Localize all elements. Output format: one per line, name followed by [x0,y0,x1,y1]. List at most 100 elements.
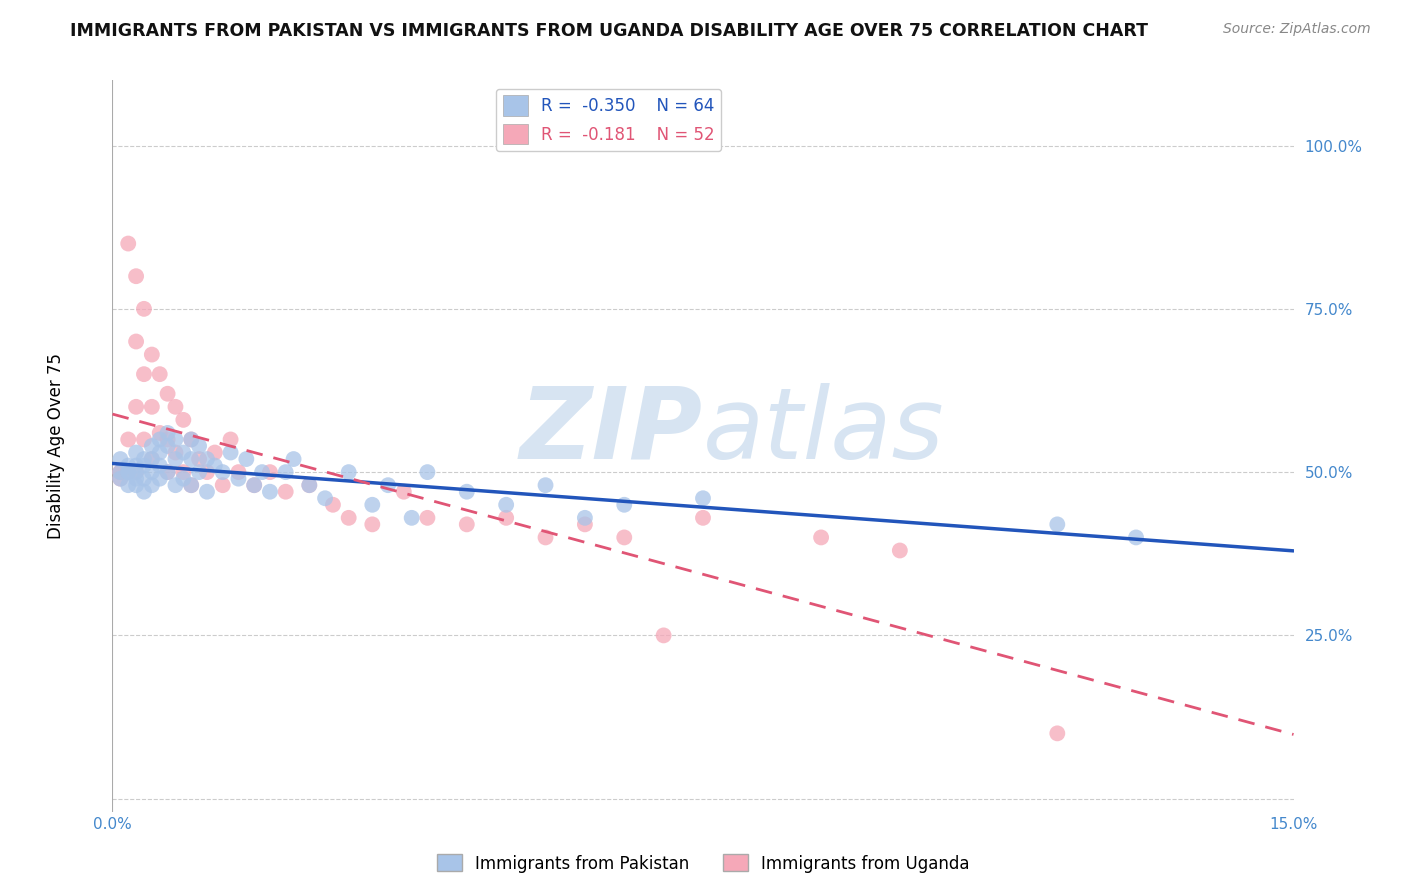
Point [125,458,148,473]
Point [165,400,187,414]
Point [204,458,226,473]
Point [456,484,478,499]
Point [110,465,132,479]
Point [613,498,636,512]
Point [172,445,194,459]
Point [132,367,155,381]
Point [228,465,250,479]
Point [219,445,242,459]
Point [889,543,911,558]
Point [180,478,202,492]
Point [132,452,155,467]
Point [211,465,233,479]
Point [1046,726,1069,740]
Point [259,465,281,479]
Point [110,472,132,486]
Point [156,465,179,479]
Point [188,439,211,453]
Point [132,301,155,316]
Point [613,530,636,544]
Point [141,347,163,362]
Point [156,465,179,479]
Point [117,433,139,447]
Point [259,484,281,499]
Point [110,452,132,467]
Point [652,628,675,642]
Point [117,465,139,479]
Point [250,465,273,479]
Point [141,478,163,492]
Point [117,458,139,473]
Point [165,452,187,467]
Point [141,452,163,467]
Text: Source: ZipAtlas.com: Source: ZipAtlas.com [1223,22,1371,37]
Point [401,511,423,525]
Point [149,472,172,486]
Point [141,465,163,479]
Point [180,452,202,467]
Point [392,484,415,499]
Point [195,484,218,499]
Point [283,452,305,467]
Point [574,511,596,525]
Point [132,433,155,447]
Point [228,472,250,486]
Point [810,530,832,544]
Point [337,465,360,479]
Point [156,386,179,401]
Point [211,478,233,492]
Legend: R =  -0.350    N = 64, R =  -0.181    N = 52: R = -0.350 N = 64, R = -0.181 N = 52 [496,88,721,151]
Point [125,445,148,459]
Text: IMMIGRANTS FROM PAKISTAN VS IMMIGRANTS FROM UGANDA DISABILITY AGE OVER 75 CORREL: IMMIGRANTS FROM PAKISTAN VS IMMIGRANTS F… [70,22,1149,40]
Point [377,478,399,492]
Point [322,498,344,512]
Point [274,465,297,479]
Point [574,517,596,532]
Point [125,478,148,492]
Point [149,367,172,381]
Point [195,452,218,467]
Point [298,478,321,492]
Point [534,478,557,492]
Point [125,465,148,479]
Point [243,478,266,492]
Point [172,472,194,486]
Point [110,472,132,486]
Point [132,472,155,486]
Point [495,498,517,512]
Point [243,478,266,492]
Point [156,439,179,453]
Point [165,433,187,447]
Point [204,445,226,459]
Point [188,465,211,479]
Point [132,458,155,473]
Text: ZIP: ZIP [520,383,703,480]
Point [219,433,242,447]
Point [195,465,218,479]
Point [1125,530,1147,544]
Point [125,472,148,486]
Point [132,484,155,499]
Point [125,269,148,284]
Point [416,511,439,525]
Point [456,517,478,532]
Point [141,452,163,467]
Point [180,433,202,447]
Point [1046,517,1069,532]
Point [314,491,336,506]
Point [165,445,187,459]
Point [692,491,714,506]
Point [149,425,172,440]
Point [337,511,360,525]
Text: atlas: atlas [703,383,945,480]
Point [125,400,148,414]
Point [125,334,148,349]
Point [110,465,132,479]
Point [495,511,517,525]
Point [180,478,202,492]
Legend: Immigrants from Pakistan, Immigrants from Uganda: Immigrants from Pakistan, Immigrants fro… [430,847,976,880]
Point [110,465,132,479]
Point [117,478,139,492]
Point [149,445,172,459]
Point [692,511,714,525]
